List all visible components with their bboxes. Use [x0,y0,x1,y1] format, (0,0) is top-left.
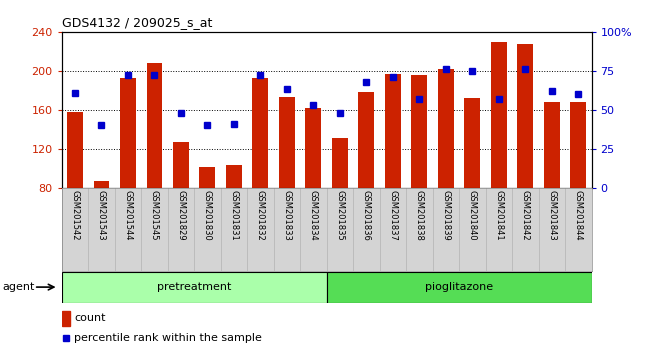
Text: GSM201844: GSM201844 [574,190,583,241]
Bar [491,42,507,188]
Text: GSM201545: GSM201545 [150,190,159,241]
Bar [438,69,454,188]
Bar [544,102,560,188]
Text: agent: agent [2,282,34,292]
Text: GSM201542: GSM201542 [70,190,79,241]
Bar [306,108,321,188]
Bar [279,97,295,188]
Bar [326,272,592,303]
Text: GSM201838: GSM201838 [415,190,424,241]
Text: GSM201839: GSM201839 [441,190,450,241]
Bar [385,74,401,188]
Bar [570,102,586,188]
Text: percentile rank within the sample: percentile rank within the sample [75,333,263,343]
Text: GSM201831: GSM201831 [229,190,239,241]
Bar [358,92,374,188]
Text: GSM201837: GSM201837 [388,190,397,241]
Text: GSM201835: GSM201835 [335,190,345,241]
Text: GSM201842: GSM201842 [521,190,530,241]
Bar [252,78,268,188]
Bar [94,181,109,188]
Bar [120,78,136,188]
Text: GSM201829: GSM201829 [176,190,185,241]
Bar [332,138,348,188]
Text: GSM201544: GSM201544 [124,190,133,241]
Text: GSM201834: GSM201834 [309,190,318,241]
Text: GSM201841: GSM201841 [494,190,503,241]
Text: pioglitazone: pioglitazone [425,282,493,292]
Text: GSM201836: GSM201836 [362,190,371,241]
Bar [173,142,189,188]
Bar [200,167,215,188]
Text: pretreatment: pretreatment [157,282,231,292]
Bar [226,165,242,188]
Text: GSM201840: GSM201840 [468,190,477,241]
Bar [517,44,533,188]
Text: GSM201830: GSM201830 [203,190,212,241]
Bar [62,311,70,326]
Bar [62,272,326,303]
Bar [464,98,480,188]
Text: GSM201833: GSM201833 [282,190,291,241]
Text: GSM201832: GSM201832 [256,190,265,241]
Bar [146,63,162,188]
Text: GDS4132 / 209025_s_at: GDS4132 / 209025_s_at [62,16,212,29]
Bar [67,112,83,188]
Text: GSM201543: GSM201543 [97,190,106,241]
Text: GSM201843: GSM201843 [547,190,556,241]
Text: count: count [75,313,106,323]
Bar [411,75,427,188]
